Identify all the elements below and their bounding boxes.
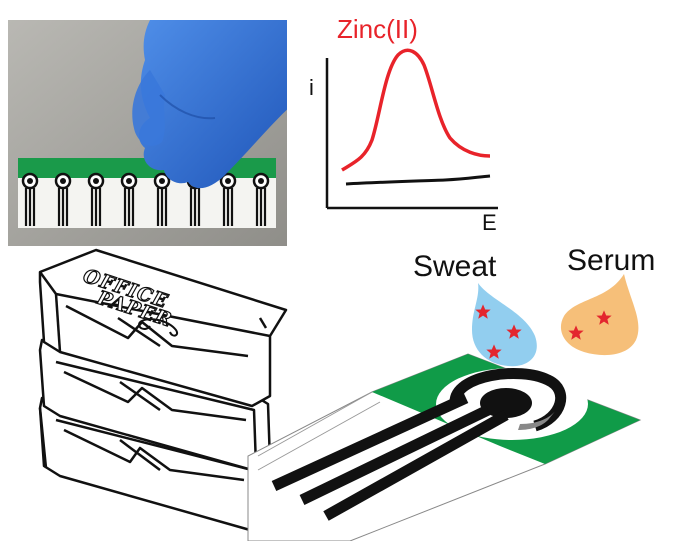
star-icon (486, 344, 502, 359)
voltammogram: Zinc(II) i E (309, 14, 498, 235)
reference-electrode-gray (518, 410, 556, 430)
star-icon (596, 310, 612, 325)
paper-edge-lines (257, 391, 381, 471)
sensor-working-dot (258, 178, 264, 184)
glove-icon (139, 20, 287, 189)
sensor-working-dot (93, 178, 99, 184)
zinc-peak-curve (341, 48, 491, 172)
sensor-unit (21, 172, 39, 226)
zinc-markers (475, 304, 612, 359)
paper-logo-swirl (138, 318, 179, 337)
paper-ream-top (38, 248, 288, 408)
paper-stack-icon (38, 248, 288, 532)
paper-electrode (247, 353, 642, 541)
serum-label: Serum (567, 244, 655, 277)
star-icon (568, 325, 584, 340)
y-axis-label: i (309, 75, 314, 100)
glove-fold (159, 94, 216, 120)
sensor-unit (252, 172, 270, 226)
star-icon (506, 324, 522, 339)
sweat-label: Sweat (413, 250, 497, 283)
sensor-working-dot (60, 178, 66, 184)
sensor-unit (153, 172, 171, 226)
sensor-unit (219, 172, 237, 226)
sensor-working-dot (159, 178, 165, 184)
reference-electrode-arc (449, 367, 567, 432)
working-electrode (480, 388, 532, 418)
sensor-unit (120, 172, 138, 226)
sensor-unit (54, 172, 72, 226)
sweat-droplet (472, 283, 537, 367)
graph-title: Zinc(II) (337, 14, 418, 44)
electrode-trace-1 (271, 393, 469, 491)
sensor-working-dot (27, 178, 33, 184)
photo-panel (8, 20, 287, 246)
sensor-working-dot (126, 178, 132, 184)
sensor-working-dot (225, 178, 231, 184)
electrode-trace-2 (299, 405, 491, 505)
glove-thumb (132, 70, 165, 146)
baseline-curve (345, 174, 491, 186)
x-axis-label: E (482, 210, 497, 235)
sensor-unit (87, 172, 105, 226)
electrode-trace-3 (323, 410, 509, 521)
star-icon (475, 304, 491, 319)
serum-droplet (560, 274, 639, 356)
